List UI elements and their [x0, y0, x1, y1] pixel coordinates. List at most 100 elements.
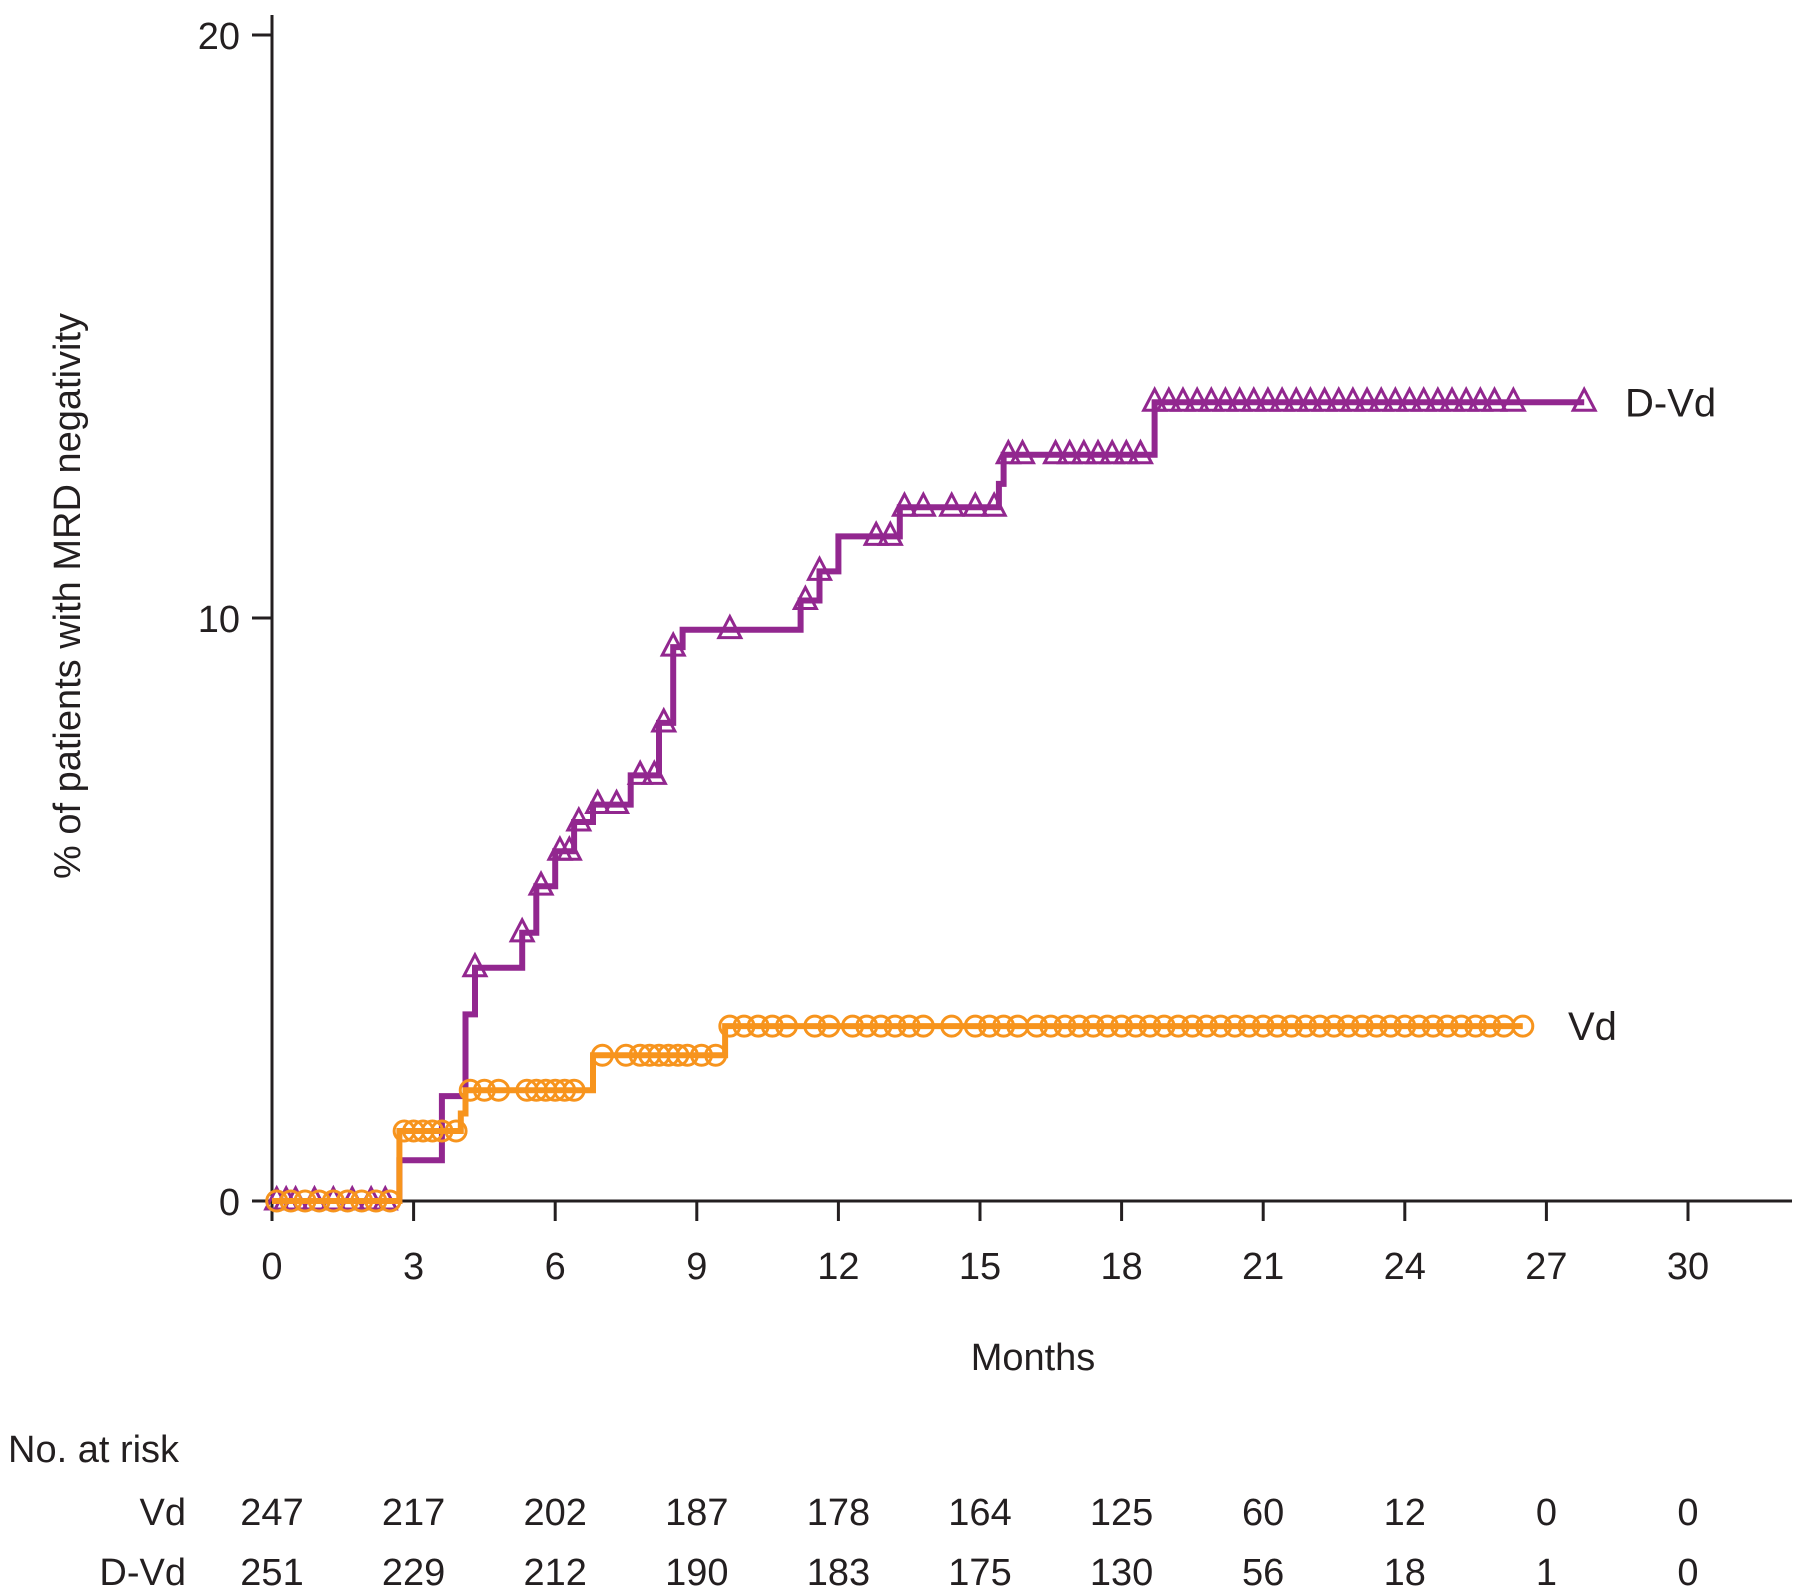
censor-mark — [1478, 1014, 1502, 1038]
censor-mark — [1251, 1014, 1275, 1038]
censor-mark — [1393, 1014, 1417, 1038]
risk-value: 183 — [807, 1552, 870, 1592]
censor-mark — [1042, 438, 1069, 465]
censor-mark — [1294, 1014, 1318, 1038]
risk-value: 164 — [948, 1492, 1011, 1534]
legend-label-vd: Vd — [1568, 1005, 1617, 1049]
censor-mark — [1223, 1014, 1247, 1038]
risk-value: 0 — [1677, 1552, 1698, 1592]
x-tick-label: 12 — [817, 1246, 859, 1288]
risk-value: 190 — [665, 1552, 728, 1592]
censor-mark — [675, 1043, 699, 1067]
censor-mark — [626, 759, 654, 785]
x-tick-label: 9 — [686, 1246, 707, 1288]
censor-mark — [1481, 386, 1508, 412]
censor-mark — [909, 490, 937, 517]
legend: D-Vd Vd — [1568, 381, 1716, 1049]
censor-mark — [1499, 386, 1527, 412]
censor-mark — [841, 1014, 865, 1038]
censor-mark — [1311, 386, 1339, 412]
risk-value: 229 — [382, 1552, 445, 1592]
risk-value: 60 — [1242, 1492, 1284, 1534]
y-tick-label: 10 — [198, 599, 240, 641]
censor-mark — [321, 1189, 345, 1213]
censor-mark — [1138, 1014, 1162, 1038]
series-vd — [265, 1014, 1535, 1213]
censor-mark — [666, 1043, 690, 1067]
risk-row-label: D-Vd — [99, 1552, 186, 1592]
censor-mark — [1152, 1014, 1176, 1038]
censor-mark — [458, 1078, 482, 1102]
risk-value: 56 — [1242, 1552, 1284, 1592]
censor-mark — [1339, 386, 1367, 412]
censor-mark — [897, 1014, 921, 1038]
censor-mark — [938, 490, 966, 517]
censor-mark — [1098, 438, 1126, 465]
censor-mark — [1056, 438, 1084, 465]
censor-mark — [650, 706, 678, 733]
censor-mark — [1141, 386, 1169, 412]
censor-mark — [1452, 386, 1480, 412]
censor-mark — [1009, 438, 1036, 465]
censor-mark — [1053, 1014, 1077, 1038]
risk-table-title: No. at risk — [8, 1429, 180, 1471]
censor-mark — [279, 1189, 303, 1213]
censor-mark — [911, 1014, 935, 1038]
censor-mark — [1511, 1014, 1535, 1038]
censor-mark — [1197, 386, 1225, 412]
censor-mark — [584, 788, 612, 815]
censor-mark — [1127, 438, 1154, 465]
censor-mark — [430, 1119, 454, 1143]
x-tick-label: 21 — [1242, 1246, 1284, 1288]
x-tick-label: 6 — [545, 1246, 566, 1288]
series-d-vd — [263, 386, 1598, 1211]
censor-mark — [444, 1119, 468, 1143]
series-line — [272, 1023, 1523, 1204]
censor-mark — [690, 1043, 714, 1067]
censor-mark — [1350, 1014, 1374, 1038]
censor-mark — [472, 1078, 496, 1102]
censor-mark — [746, 1014, 770, 1038]
censor-mark — [420, 1119, 444, 1143]
censor-mark — [1336, 1014, 1360, 1038]
censor-mark — [704, 1043, 728, 1067]
risk-value: 1 — [1536, 1552, 1557, 1592]
x-tick-label: 0 — [261, 1246, 282, 1288]
censor-mark — [1112, 438, 1140, 465]
censor-mark — [977, 1014, 1001, 1038]
censor-mark — [1039, 1014, 1063, 1038]
censor-mark — [994, 438, 1022, 465]
censor-mark — [1367, 386, 1395, 412]
censor-mark — [1067, 1014, 1091, 1038]
censor-mark — [1169, 386, 1197, 412]
censor-mark — [806, 555, 833, 581]
risk-value: 12 — [1384, 1492, 1426, 1534]
censor-mark — [378, 1189, 402, 1213]
censor-mark — [461, 951, 489, 978]
x-tick-label: 18 — [1100, 1246, 1142, 1288]
censor-mark — [307, 1189, 331, 1213]
censor-mark — [1081, 1014, 1105, 1038]
censor-mark — [1195, 1014, 1219, 1038]
censor-mark — [1084, 438, 1112, 465]
censor-mark — [1110, 1014, 1134, 1038]
risk-value: 178 — [807, 1492, 870, 1534]
censor-mark — [791, 584, 819, 611]
censor-mark — [1265, 1014, 1289, 1038]
censor-mark — [1268, 386, 1296, 412]
censor-mark — [562, 1078, 586, 1102]
censor-mark — [1410, 386, 1438, 412]
risk-value: 0 — [1677, 1492, 1698, 1534]
censor-mark — [732, 1014, 756, 1038]
censor-mark — [1464, 1014, 1488, 1038]
censor-mark — [508, 916, 536, 943]
censor-mark — [940, 1014, 964, 1038]
censor-mark — [1308, 1014, 1332, 1038]
censor-mark — [891, 490, 918, 517]
censor-mark — [1322, 1014, 1346, 1038]
x-axis-title: Months — [971, 1337, 1096, 1379]
censor-mark — [1226, 386, 1254, 412]
censor-mark — [1240, 386, 1268, 412]
y-tick-label: 20 — [198, 16, 240, 58]
